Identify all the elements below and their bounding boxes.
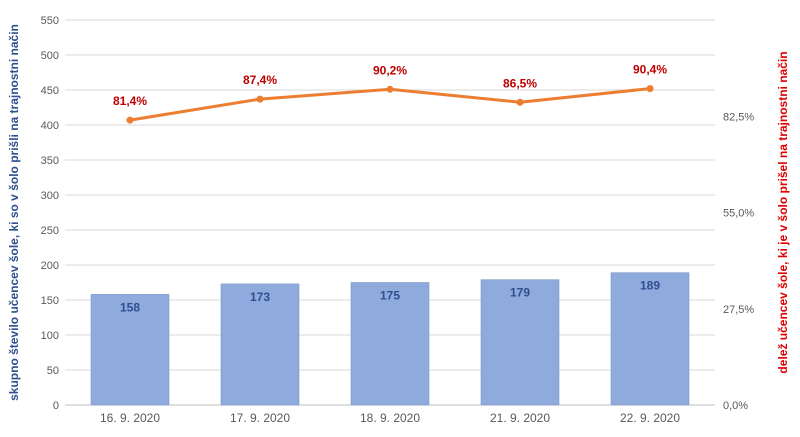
line-value-label: 86,5%	[503, 76, 537, 90]
y-tick-label: 550	[41, 15, 59, 27]
y-axis-title: skupno število učencev šole, ki so v šol…	[7, 24, 21, 401]
bar	[220, 283, 300, 406]
bar	[480, 279, 560, 406]
line-value-label: 81,4%	[113, 94, 147, 108]
y2-tick-label: 27,5%	[723, 304, 754, 316]
line-point	[646, 85, 654, 93]
y-tick-label: 400	[41, 120, 59, 132]
bar-value-label: 173	[250, 290, 270, 304]
y-tick-label: 150	[41, 295, 59, 307]
y2-tick-label: 55,0%	[723, 208, 754, 220]
line-point	[126, 116, 134, 124]
line-point	[516, 98, 524, 106]
y-tick-label: 100	[41, 330, 59, 342]
x-tick-label: 16. 9. 2020	[100, 411, 160, 425]
line-series	[128, 87, 652, 122]
bar	[90, 294, 170, 406]
bar	[610, 272, 690, 406]
x-tick-label: 22. 9. 2020	[620, 411, 680, 425]
bar	[350, 282, 430, 406]
y2-tick-label: 0,0%	[723, 400, 748, 412]
line-value-label: 90,2%	[373, 63, 407, 77]
x-tick-label: 18. 9. 2020	[360, 411, 420, 425]
y2-axis-title: delež učencev šole, ki je v šolo prišel …	[776, 51, 790, 373]
bar-value-label: 179	[510, 286, 530, 300]
line-point	[256, 95, 264, 103]
x-tick-label: 17. 9. 2020	[230, 411, 290, 425]
x-tick-label: 21. 9. 2020	[490, 411, 550, 425]
line-value-label: 90,4%	[633, 63, 667, 77]
y-tick-label: 200	[41, 260, 59, 272]
bar-value-label: 189	[640, 279, 660, 293]
y-tick-label: 300	[41, 190, 59, 202]
bar-value-label: 158	[120, 300, 140, 314]
line-point	[386, 85, 394, 93]
y-tick-label: 500	[41, 50, 59, 62]
y-tick-label: 50	[47, 365, 59, 377]
y-tick-label: 350	[41, 155, 59, 167]
bar-value-label: 175	[380, 289, 400, 303]
line-value-label: 87,4%	[243, 73, 277, 87]
y-tick-label: 0	[53, 400, 59, 412]
y-tick-label: 450	[41, 85, 59, 97]
y-tick-label: 250	[41, 225, 59, 237]
y2-tick-label: 82,5%	[723, 111, 754, 123]
